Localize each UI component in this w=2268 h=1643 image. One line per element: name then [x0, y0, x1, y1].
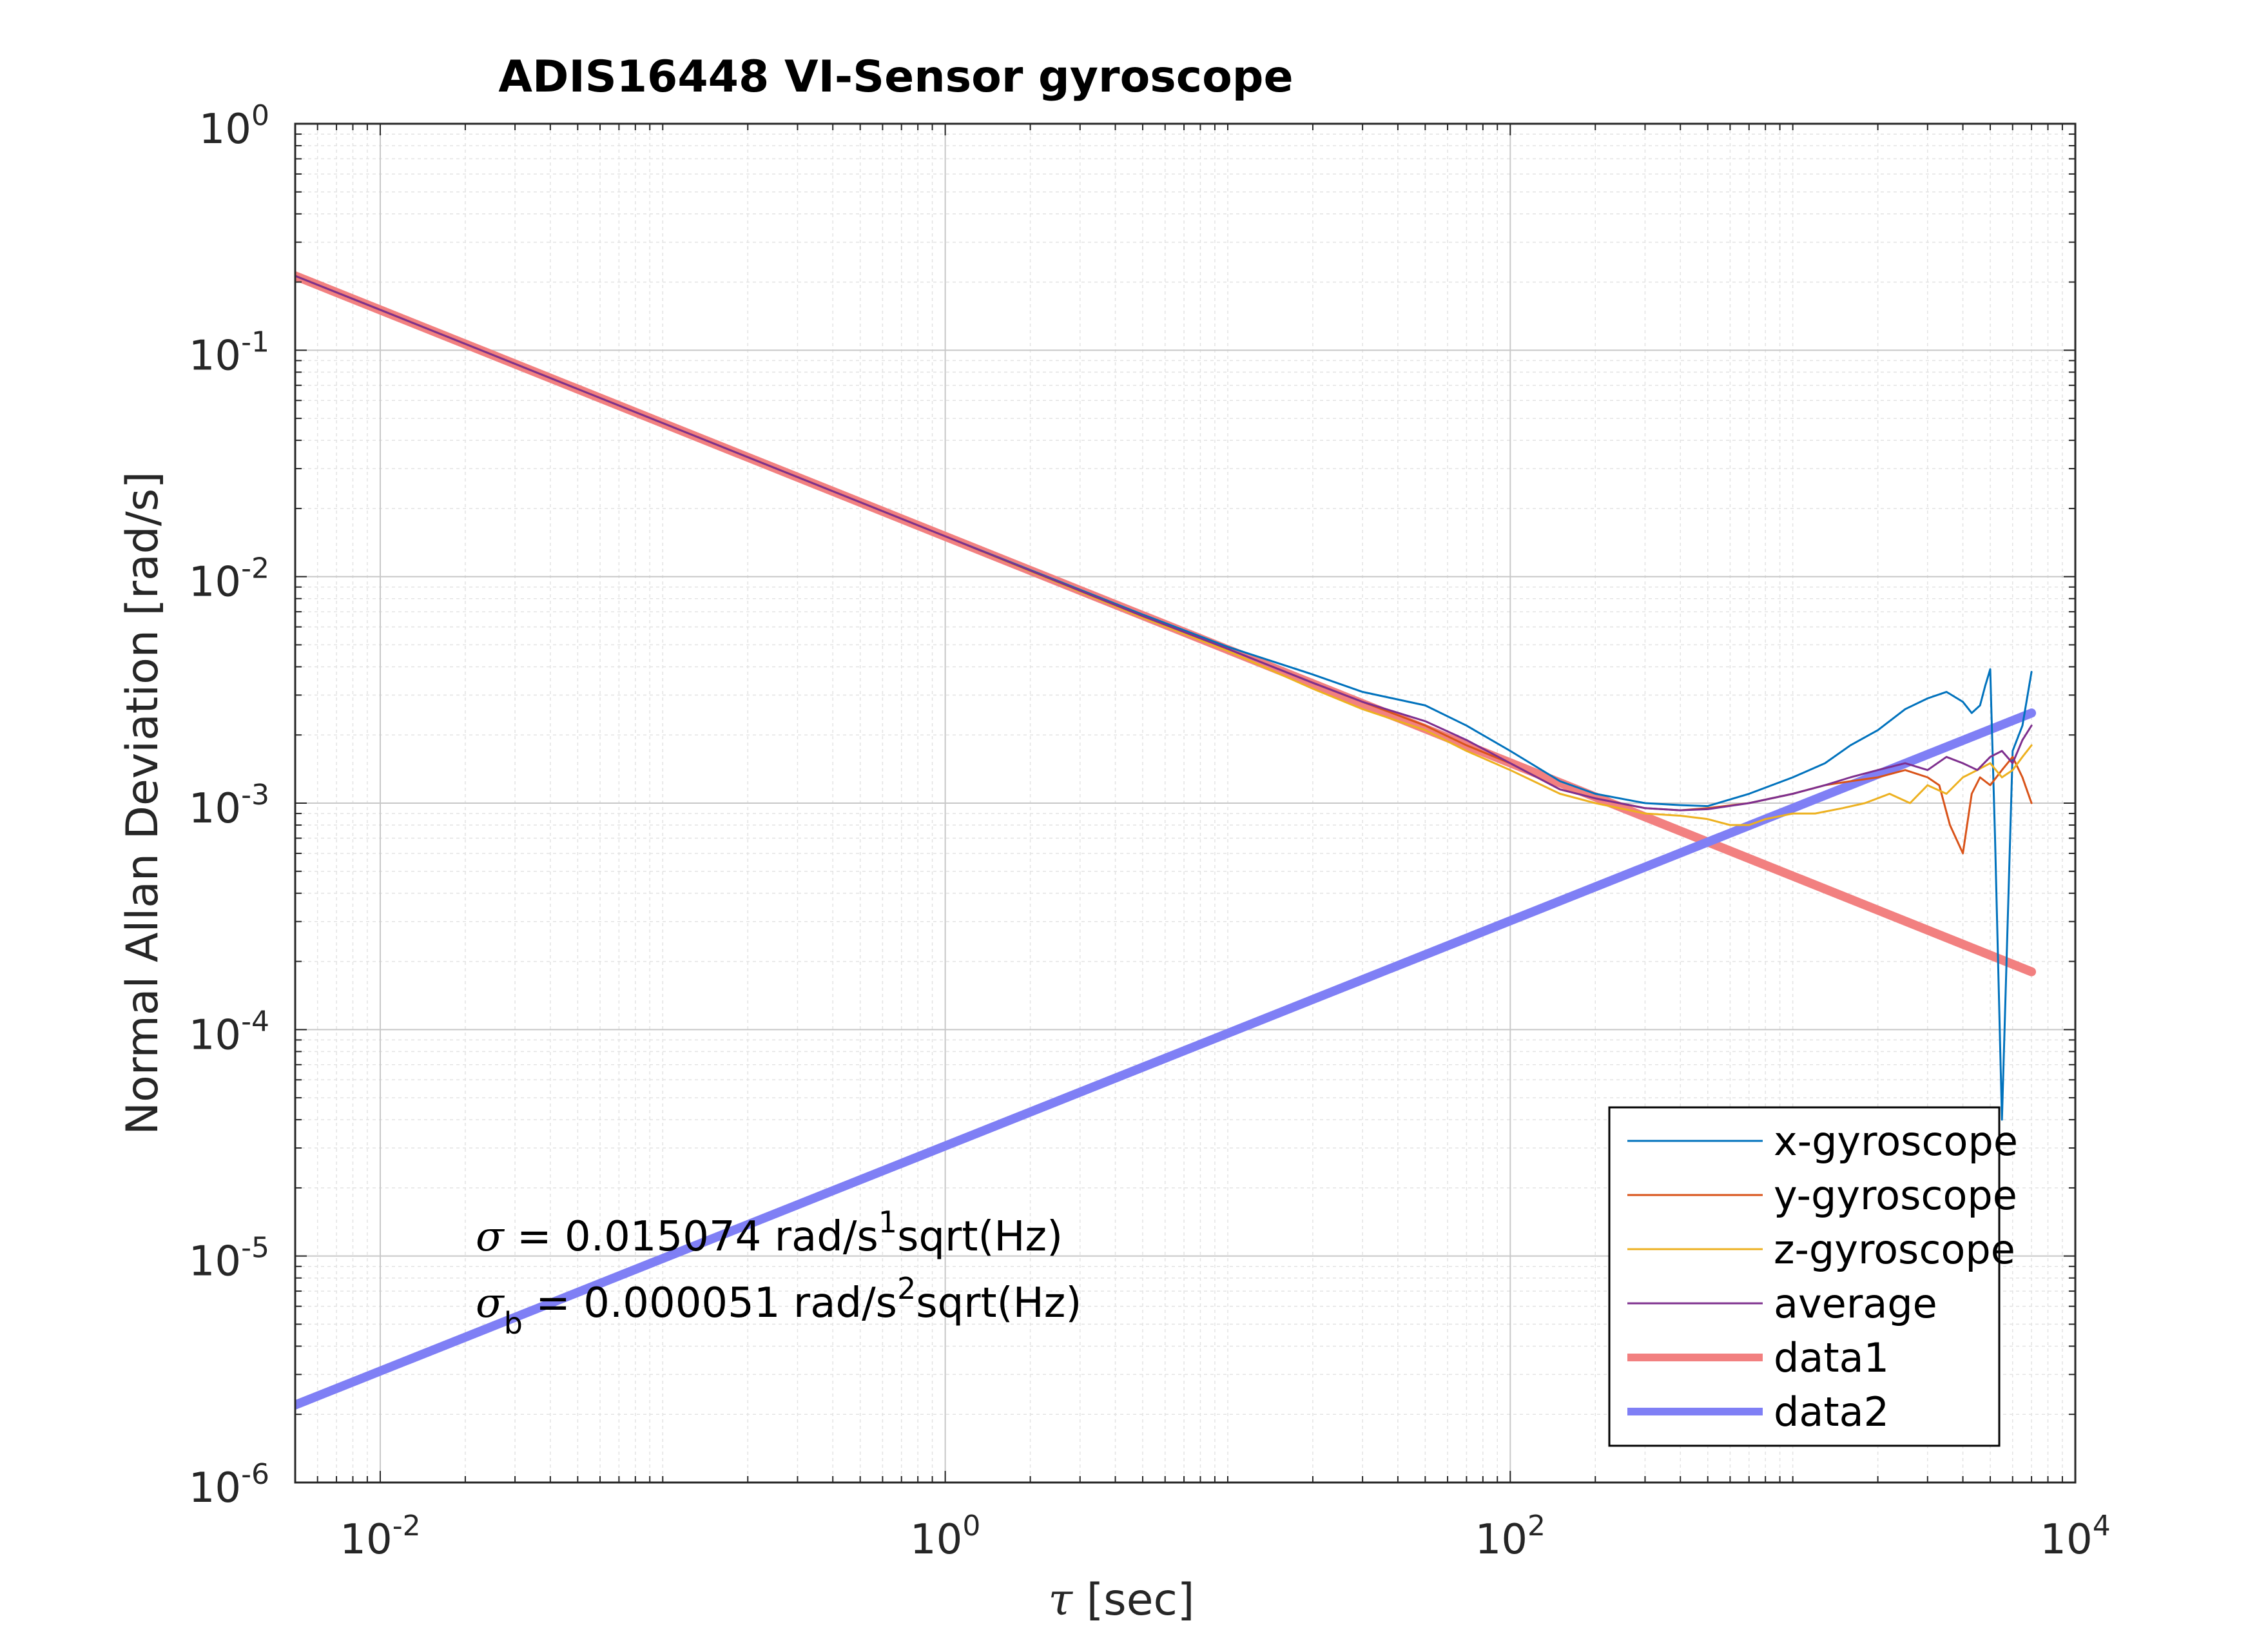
- x-axis-label-text: [sec]: [1072, 1575, 1194, 1626]
- y-tick-labels: 100 10-1 10-2 10-3 10-4 10-5 10-6: [189, 99, 269, 1512]
- legend-label-y-gyroscope: y-gyroscope: [1774, 1172, 2017, 1219]
- legend-label-data1: data1: [1774, 1334, 1889, 1381]
- y-tick-label: 10-3: [189, 779, 269, 833]
- x-tick-labels: 10-2 100 102 104: [340, 1510, 2110, 1564]
- legend-label-x-gyroscope: x-gyroscope: [1774, 1118, 2018, 1165]
- sigma-annotation: σ = 0.015074 rad/s1sqrt(Hz): [476, 1205, 1063, 1261]
- chart-title: ADIS16448 VI-Sensor gyroscope: [498, 52, 1293, 102]
- legend-label-z-gyroscope: z-gyroscope: [1774, 1226, 2015, 1273]
- axis-ticks: [295, 123, 2076, 1483]
- x-tick-label: 100: [910, 1510, 980, 1564]
- x-tick-label: 10-2: [340, 1510, 420, 1564]
- series-line-z-gyroscope: [295, 275, 2033, 826]
- y-tick-label: 10-5: [189, 1232, 269, 1286]
- legend: x-gyroscope y-gyroscope z-gyroscope average…: [1608, 1106, 2018, 1447]
- series-line-average: [295, 275, 2033, 812]
- series-line-x-gyroscope: [295, 275, 2033, 1121]
- series-line-data2: [295, 708, 2037, 1410]
- series-line-y-gyroscope: [295, 275, 2033, 855]
- y-tick-label: 10-6: [189, 1458, 269, 1512]
- y-tick-label: 10-1: [189, 326, 269, 380]
- y-tick-label: 10-4: [189, 1005, 269, 1059]
- y-tick-label: 10-2: [189, 552, 269, 607]
- x-tick-label: 104: [2040, 1510, 2110, 1564]
- legend-label-data2: data2: [1774, 1388, 1889, 1435]
- annotations: σ = 0.015074 rad/s1sqrt(Hz) σb = 0.000051…: [476, 1205, 1081, 1341]
- legend-label-average: average: [1774, 1280, 1937, 1327]
- x-tick-label: 102: [1475, 1510, 1546, 1564]
- x-axis-label: τ [sec]: [1049, 1575, 1195, 1626]
- x-axis-label-symbol: τ: [1049, 1575, 1074, 1626]
- series-layer: [295, 271, 2037, 1410]
- legend-box: [1608, 1106, 2001, 1447]
- sigma-annotation: σb = 0.000051 rad/s2sqrt(Hz): [476, 1271, 1081, 1341]
- y-tick-label: 100: [199, 99, 269, 153]
- y-axis-label: Normal Allan Deviation [rad/s]: [117, 471, 168, 1134]
